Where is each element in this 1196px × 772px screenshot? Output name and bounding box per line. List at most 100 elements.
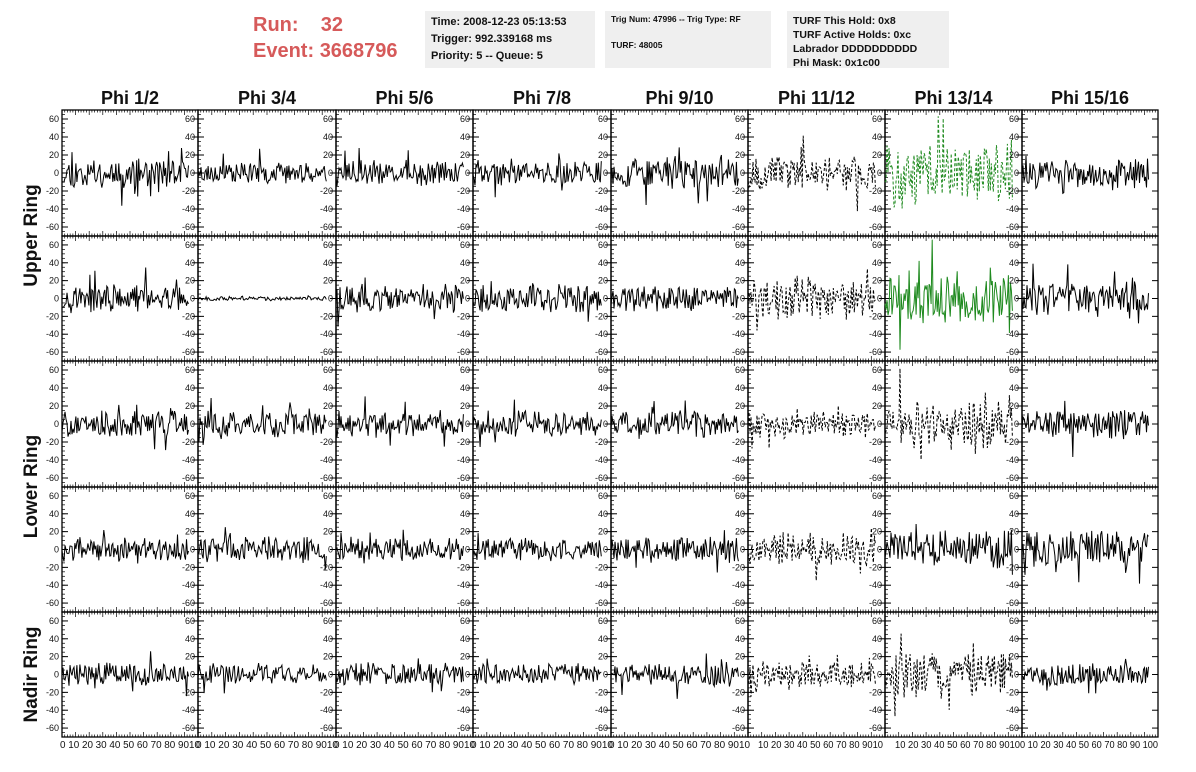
y-tick-label: -40 [732, 455, 745, 465]
y-tick-label: 20 [598, 276, 608, 286]
waveform-trace [610, 285, 739, 312]
y-tick-label: 60 [1009, 365, 1019, 375]
y-tick-label: 0 [877, 419, 882, 429]
column-title: Phi 5/6 [375, 88, 433, 108]
time-text: Time: 2008-12-23 05:13:53 [431, 16, 567, 28]
y-tick-label: 0 [328, 168, 333, 178]
y-tick-label: 20 [872, 401, 882, 411]
phi-mask-text: Phi Mask: 0x1c00 [793, 57, 880, 69]
y-tick-label: -20 [46, 311, 59, 321]
y-tick-label: 40 [460, 132, 470, 142]
y-tick-label: 20 [49, 401, 59, 411]
row-title: Nadir Ring [21, 626, 42, 722]
y-tick-label: 40 [49, 509, 59, 519]
y-tick-label: 0 [465, 294, 470, 304]
y-tick-label: -20 [46, 562, 59, 572]
y-tick-label: -60 [732, 598, 745, 608]
y-tick-label: -60 [732, 473, 745, 483]
y-tick-label: 40 [460, 383, 470, 393]
y-tick-label: -20 [1006, 437, 1019, 447]
panel-frame [61, 360, 199, 488]
waveform-panel: 60 40 20 0 -20 -40 -60 [46, 486, 199, 613]
y-tick-label: 20 [185, 401, 195, 411]
waveform-panel: 60 40 20 0 -20 -40 -60 [732, 235, 886, 362]
waveform-trace [747, 268, 876, 331]
y-tick-label: -20 [869, 562, 882, 572]
y-tick-label: -40 [457, 204, 470, 214]
y-tick-label: 0 [1014, 168, 1019, 178]
y-tick-label: 60 [49, 491, 59, 501]
waveform-trace [747, 528, 876, 581]
trig-num-text: Trig Num: 47996 -- Trig Type: RF [611, 14, 741, 24]
waveform-trace [61, 267, 189, 314]
waveform-panel: 60 40 20 0 -20 -40 -60 [595, 360, 749, 488]
y-tick-label: 0 [190, 419, 195, 429]
y-tick-label: 40 [185, 132, 195, 142]
y-tick-label: 40 [49, 383, 59, 393]
panel-frame [335, 109, 474, 237]
waveform-panel: 60 40 20 0 -20 -40 -60 [457, 235, 612, 362]
y-tick-label: -20 [732, 311, 745, 321]
y-tick-label: 0 [877, 545, 882, 555]
y-tick-label: 60 [872, 365, 882, 375]
y-tick-label: 0 [877, 168, 882, 178]
y-tick-label: -20 [869, 311, 882, 321]
waveform-panel: 60 40 20 0 -20 -40 -60 [457, 486, 612, 613]
y-tick-label: -20 [732, 437, 745, 447]
y-tick-label: 60 [735, 365, 745, 375]
turf-active-text: TURF Active Holds: 0xc [793, 29, 912, 41]
labrador-text: Labrador DDDDDDDDDD [793, 43, 918, 55]
y-tick-label: 20 [460, 401, 470, 411]
y-tick-label: 60 [1009, 114, 1019, 124]
y-tick-label: 60 [460, 365, 470, 375]
y-tick-label: 40 [323, 383, 333, 393]
y-tick-label: -40 [732, 204, 745, 214]
y-tick-label: -20 [595, 186, 608, 196]
y-tick-label: -60 [869, 222, 882, 232]
waveform-panel: 60 40 20 0 -20 -40 -60 [869, 109, 1023, 237]
waveform-trace [884, 239, 1013, 350]
y-tick-label: -20 [457, 186, 470, 196]
run-value: 32 [320, 14, 344, 36]
y-tick-label: 20 [323, 527, 333, 537]
waveform-trace [884, 523, 1013, 575]
y-tick-label: 60 [735, 114, 745, 124]
waveform-panel: 60 40 20 0 -20 -40 -60 [320, 109, 474, 237]
y-tick-label: 40 [323, 132, 333, 142]
y-tick-label: -60 [595, 347, 608, 357]
waveform-panel: 60 40 20 0 -20 -40 -60 [595, 235, 749, 362]
y-tick-label: 20 [735, 401, 745, 411]
y-tick-label: -40 [1006, 329, 1019, 339]
y-tick-label: 0 [465, 419, 470, 429]
column-title: Phi 15/16 [1051, 88, 1129, 108]
y-tick-label: 0 [465, 168, 470, 178]
y-tick-label: -40 [1006, 580, 1019, 590]
y-tick-label: 60 [49, 616, 59, 626]
y-tick-label: -60 [320, 222, 333, 232]
y-tick-label: -40 [457, 455, 470, 465]
y-tick-label: 0 [740, 419, 745, 429]
waveform-panel: 60 40 20 0 -20 -40 -60 [732, 486, 886, 613]
y-tick-label: 60 [185, 240, 195, 250]
y-tick-label: 0 [190, 545, 195, 555]
y-tick-label: 0 [190, 294, 195, 304]
y-tick-label: 0 [1014, 294, 1019, 304]
panel-frame [197, 486, 337, 613]
waveform-trace [61, 404, 189, 451]
waveform-panel: 60 40 20 0 -20 -40 -60 [595, 109, 749, 237]
turf-text: TURF: 48005 [611, 40, 663, 50]
y-tick-label: -60 [320, 347, 333, 357]
y-tick-label: -40 [46, 580, 59, 590]
y-tick-label: 60 [460, 114, 470, 124]
y-tick-label: -40 [46, 455, 59, 465]
y-tick-label: 60 [185, 114, 195, 124]
waveform-trace [610, 147, 739, 206]
waveform-trace [335, 396, 464, 447]
y-tick-label: -40 [595, 455, 608, 465]
y-tick-label: 0 [877, 294, 882, 304]
y-tick-label: 0 [603, 419, 608, 429]
waveform-panel: 60 40 20 0 -20 -40 -60 [320, 235, 474, 362]
waveform-trace [197, 294, 327, 302]
row-title: Lower Ring [21, 435, 42, 538]
y-tick-label: -40 [1006, 204, 1019, 214]
